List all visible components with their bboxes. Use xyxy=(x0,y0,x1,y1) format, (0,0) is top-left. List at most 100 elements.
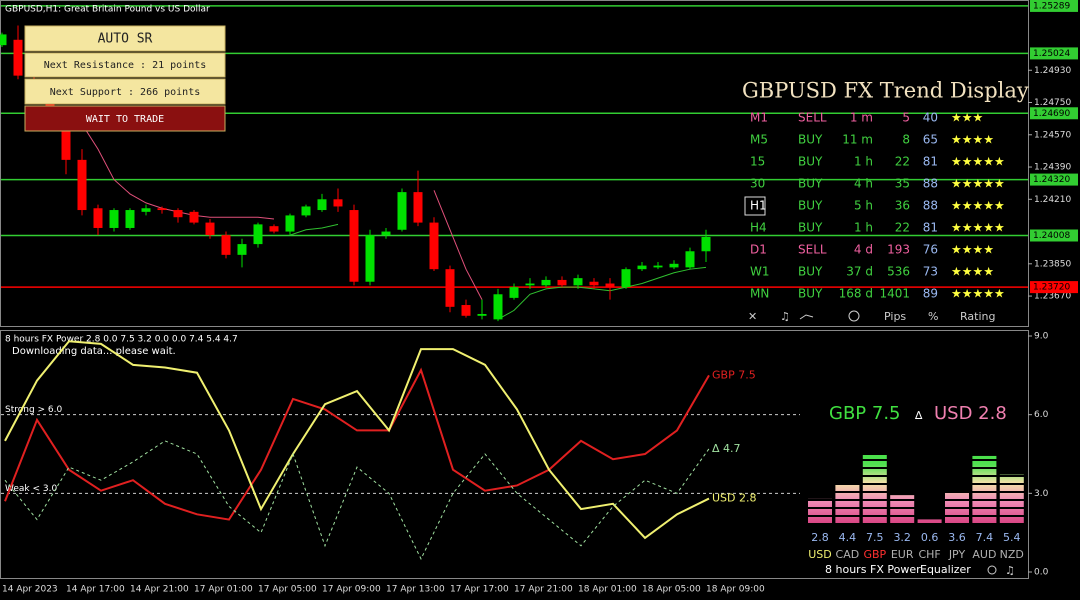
percent: 88 xyxy=(923,177,938,191)
x-tick-label: 14 Apr 21:00 xyxy=(130,585,189,595)
timeframe[interactable]: 30 xyxy=(750,177,765,191)
trend-footer: Rating xyxy=(960,310,995,323)
candle-body xyxy=(77,159,87,211)
eq-bar xyxy=(972,455,997,525)
auto-sr-panel: AUTO SR Next Resistance : 21 points Next… xyxy=(24,25,226,132)
pips: 36 xyxy=(895,199,910,213)
y-tick-label: 9.0 xyxy=(1034,332,1049,342)
percent: 89 xyxy=(923,287,938,301)
level-label: 1.23720 xyxy=(1033,283,1070,293)
rating: ★★★★ xyxy=(951,265,994,279)
timeframe[interactable]: H1 xyxy=(750,199,767,213)
candle-body xyxy=(333,199,343,207)
eq-currency: CHF xyxy=(918,548,940,561)
candle-body xyxy=(0,34,7,46)
sound-icon[interactable]: ♫ xyxy=(780,310,790,323)
eq-value: 7.5 xyxy=(866,531,884,544)
eq-currency: GBP xyxy=(863,548,886,561)
percent: 81 xyxy=(923,221,938,235)
candle-body xyxy=(493,294,503,320)
duration: 37 d xyxy=(846,265,873,279)
eq-value: 0.6 xyxy=(921,531,939,544)
clock-icon xyxy=(848,310,860,322)
y-tick-label: 1.23670 xyxy=(1034,292,1071,302)
y-tick-label: 1.24930 xyxy=(1034,66,1071,76)
timeframe[interactable]: H4 xyxy=(750,221,767,235)
candle-body xyxy=(189,211,199,223)
duration: 4 d xyxy=(854,243,873,257)
eq-bar xyxy=(945,491,969,525)
timeframe[interactable]: MN xyxy=(750,287,769,301)
power-line xyxy=(4,367,710,521)
rating: ★★★ xyxy=(951,111,983,125)
series-label: GBP 7.5 xyxy=(712,368,756,381)
x-tick-label: 18 Apr 05:00 xyxy=(642,585,701,595)
candle-body xyxy=(685,251,695,268)
power-panel xyxy=(0,330,1029,579)
y-tick-label: 1.24390 xyxy=(1034,163,1071,173)
candle-body xyxy=(413,192,423,223)
candle-body xyxy=(93,208,103,228)
x-tick-label: 14 Apr 2023 xyxy=(2,585,58,595)
eq-value: 5.4 xyxy=(1003,531,1021,544)
y-tick-label: 1.24210 xyxy=(1034,195,1071,205)
trend-title: GBPUSD FX Trend Display xyxy=(742,79,1029,103)
candle-body xyxy=(509,287,519,298)
eq-delta: ∆ xyxy=(914,409,923,422)
candle-body xyxy=(221,235,231,255)
eq-footer[interactable]: Equalizer xyxy=(920,563,971,576)
crosshair-icon[interactable] xyxy=(987,565,997,575)
level-tag xyxy=(1030,0,1078,12)
close-icon[interactable]: ✕ xyxy=(748,310,757,323)
level-label: 1.24690 xyxy=(1033,109,1070,119)
eq-bar xyxy=(999,474,1024,525)
power-header: 8 hours FX Power 2.8 0.0 7.5 3.2 0.0 0.0… xyxy=(5,335,238,345)
candle-body xyxy=(621,269,631,288)
timeframe[interactable]: W1 xyxy=(750,265,770,279)
candle-body xyxy=(525,283,535,286)
percent: 76 xyxy=(923,243,938,257)
x-tick-label: 17 Apr 21:00 xyxy=(514,585,573,595)
window-title: GBPUSD,H1: Great Britain Pound vs US Dol… xyxy=(5,5,210,15)
trend-footer: Pips xyxy=(884,310,906,323)
candle-body xyxy=(541,279,551,286)
timeframe[interactable]: M5 xyxy=(750,133,768,147)
eq-currency: NZD xyxy=(1000,548,1024,561)
eq-title-left: GBP 7.5 xyxy=(829,403,901,424)
candle-body xyxy=(141,208,151,212)
level-label: 1.25024 xyxy=(1033,49,1070,59)
x-tick-label: 17 Apr 01:00 xyxy=(194,585,253,595)
sound-icon[interactable]: ♫ xyxy=(1005,564,1015,577)
y-tick-label: 0.0 xyxy=(1034,568,1049,578)
duration: 11 m xyxy=(842,133,873,147)
candle-body xyxy=(445,269,455,307)
timeframe[interactable]: 15 xyxy=(750,155,765,169)
wave-icon xyxy=(799,314,814,320)
level-tag xyxy=(1030,229,1078,242)
timeframe[interactable]: M1 xyxy=(750,111,768,125)
candle-body xyxy=(45,100,55,110)
signal: BUY xyxy=(798,287,823,301)
rating: ★★★★★ xyxy=(951,199,1005,213)
duration: 4 h xyxy=(854,177,873,191)
candle-body xyxy=(173,210,183,218)
pips: 8 xyxy=(902,133,910,147)
duration: 1 h xyxy=(854,221,873,235)
pips: 5 xyxy=(902,111,910,125)
candle-body xyxy=(381,231,391,236)
eq-value: 4.4 xyxy=(839,531,857,544)
rating: ★★★★★ xyxy=(951,155,1005,169)
duration: 168 d xyxy=(839,287,873,301)
power-line xyxy=(4,440,710,561)
signal: SELL xyxy=(798,111,827,125)
auto-sr-box xyxy=(24,25,226,52)
candle-body xyxy=(253,224,263,245)
percent: 88 xyxy=(923,199,938,213)
candle-body xyxy=(205,222,215,236)
x-tick-label: 17 Apr 13:00 xyxy=(386,585,445,595)
status-text: WAIT TO TRADE xyxy=(86,114,164,125)
y-tick-label: 3.0 xyxy=(1034,489,1049,499)
timeframe[interactable]: D1 xyxy=(750,243,767,257)
eq-currency: USD xyxy=(808,548,832,561)
